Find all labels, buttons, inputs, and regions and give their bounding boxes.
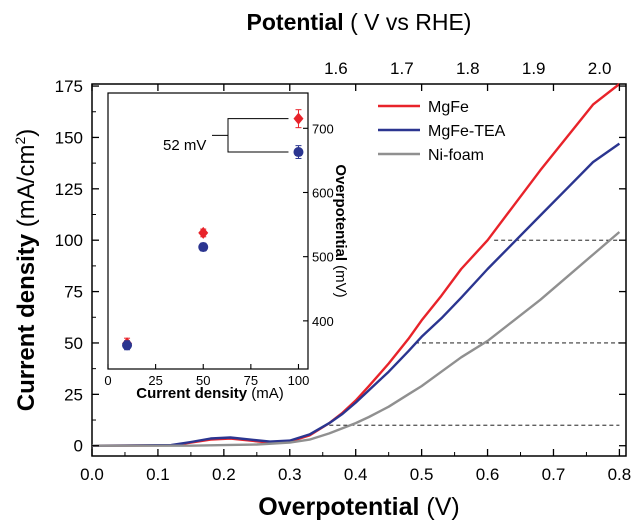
inset-point-mgfe-tea (122, 340, 133, 351)
inset-annotation: 52 mV (163, 137, 206, 154)
y-tick-label: 150 (55, 128, 83, 147)
inset-x-tick-label: 0 (104, 373, 111, 388)
y-tick-label: 175 (55, 77, 83, 96)
inset-chart: 0 25 50 75 100 400 500 600 700 Current density (… (104, 92, 349, 402)
y-tick-label: 75 (64, 283, 83, 302)
x-tick-label: 0.6 (476, 465, 500, 484)
x-tick-label: 0.7 (542, 465, 566, 484)
top-x-tick-label: 1.8 (456, 59, 480, 78)
top-x-tick-label: 2.0 (588, 59, 612, 78)
inset-point-mgfe (293, 112, 304, 125)
inset-y-tick-label: 400 (312, 314, 334, 329)
inset-x-tick-label: 100 (288, 373, 310, 388)
series-line-ni-foam (92, 231, 621, 447)
top-axis-title: Potential ( V vs RHE) (247, 9, 472, 35)
legend-label: MgFe-TEA (428, 123, 506, 140)
inset-y-tick-label: 600 (312, 185, 334, 200)
top-x-tick-label: 1.9 (522, 59, 546, 78)
inset-point-mgfe-tea (198, 242, 209, 253)
legend-label: Ni-foam (428, 147, 484, 164)
inset-x-tick-label: 50 (196, 373, 210, 388)
y-tick-label: 50 (64, 334, 83, 353)
x-tick-label: 0.2 (212, 465, 236, 484)
y-tick-label: 100 (55, 231, 83, 250)
y-axis-title: Current density (mA/cm2) (12, 129, 40, 412)
main-chart: 0.0 0.1 0.2 0.3 0.4 0.5 0.6 0.7 0.8 0 25 50 75 100 12… (12, 9, 631, 521)
x-tick-label: 0.4 (344, 465, 368, 484)
y-tick-label: 25 (64, 385, 83, 404)
x-axis-title: Overpotential (V) (258, 493, 459, 521)
inset-x-tick-label: 25 (148, 373, 162, 388)
top-x-tick-label: 1.6 (324, 59, 348, 78)
series-line-mgfe-tea (91, 142, 621, 447)
legend-label: MgFe (428, 99, 469, 116)
legend: MgFe MgFe-TEA Ni-foam (378, 99, 506, 164)
inset-y-tick-label: 500 (312, 250, 334, 265)
top-x-tick-label: 1.7 (390, 59, 414, 78)
inset-point-mgfe (198, 226, 209, 239)
inset-y-axis-title: Overpotential (mV) (332, 164, 349, 297)
inset-plot-frame (107, 92, 309, 370)
inset-x-axis-title: Current density (mA) (136, 385, 284, 402)
x-tick-label: 0.0 (80, 465, 104, 484)
x-tick-label: 0.8 (608, 465, 632, 484)
x-tick-label: 0.3 (278, 465, 302, 484)
inset-y-tick-label: 700 (312, 121, 334, 136)
x-tick-label: 0.1 (146, 465, 170, 484)
y-tick-label: 0 (74, 437, 83, 456)
main-plot-frame (91, 83, 627, 457)
y-tick-label: 125 (55, 180, 83, 199)
inset-x-tick-label: 75 (244, 373, 258, 388)
inset-point-mgfe-tea (293, 147, 304, 158)
x-tick-label: 0.5 (410, 465, 434, 484)
